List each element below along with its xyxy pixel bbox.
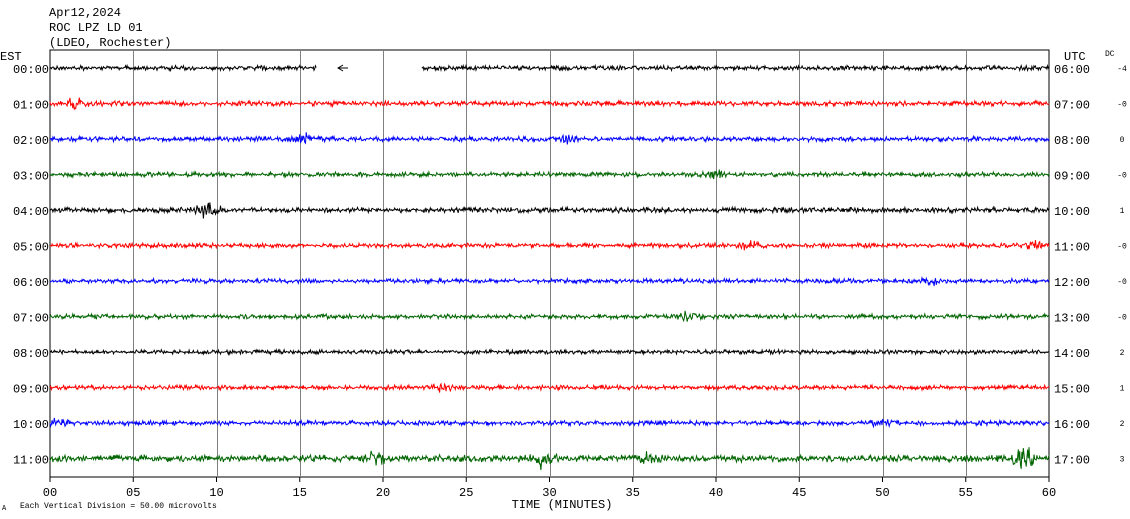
dc-label: DC <box>1105 50 1115 59</box>
row-dc-value: 3 <box>1120 456 1125 465</box>
x-tick-label: 30 <box>542 486 556 500</box>
trace-row <box>49 447 1050 471</box>
trace-row <box>49 310 1050 323</box>
x-tick-label: 25 <box>459 486 473 500</box>
row-label-est: 06:00 <box>13 276 49 290</box>
row-dc-value: 2 <box>1120 349 1125 358</box>
header-station: ROC LPZ LD 01 <box>49 21 143 35</box>
trace-row <box>49 63 1050 73</box>
scale-footer: Each Vertical Division = 50.00 microvolt… <box>20 502 217 511</box>
trace-row <box>49 347 1050 356</box>
row-label-utc: 16:00 <box>1054 418 1090 432</box>
row-label-est: 04:00 <box>13 205 49 219</box>
row-dc-value: -0 <box>1117 172 1127 181</box>
trace-row <box>49 202 1050 219</box>
trace-row <box>49 169 1050 180</box>
row-dc-value: -0 <box>1117 101 1127 110</box>
row-label-est: 10:00 <box>13 418 49 432</box>
traces <box>49 63 1050 471</box>
row-label-est: 05:00 <box>13 241 49 255</box>
row-dc-value: -4 <box>1117 65 1127 74</box>
row-label-utc: 08:00 <box>1054 134 1090 148</box>
row-label-est: 09:00 <box>13 383 49 397</box>
row-label-utc: 13:00 <box>1054 312 1090 326</box>
row-label-utc: 12:00 <box>1054 276 1090 290</box>
trace-row <box>49 97 1050 111</box>
row-label-utc: 15:00 <box>1054 383 1090 397</box>
trace-row <box>49 275 1050 287</box>
x-tick-label: 15 <box>293 486 307 500</box>
row-label-est: 02:00 <box>13 134 49 148</box>
trace-row <box>49 132 1050 145</box>
header-date: Apr12,2024 <box>49 6 121 20</box>
x-tick-label: 55 <box>959 486 973 500</box>
x-tick-label: 45 <box>792 486 806 500</box>
row-label-est: 11:00 <box>13 454 49 468</box>
row-label-utc: 14:00 <box>1054 347 1090 361</box>
row-label-utc: 09:00 <box>1054 170 1090 184</box>
left-timezone-label: EST <box>0 50 22 64</box>
x-tick-label: 00 <box>43 486 57 500</box>
trace-row <box>49 240 1050 251</box>
gap-arrow-icon <box>337 64 349 72</box>
x-axis-title: TIME (MINUTES) <box>512 498 613 512</box>
row-label-utc: 07:00 <box>1054 99 1090 113</box>
row-label-utc: 06:00 <box>1054 63 1090 77</box>
trace-row <box>49 382 1050 393</box>
plot-frame <box>49 49 1050 478</box>
row-label-utc: 17:00 <box>1054 454 1090 468</box>
row-label-est: 08:00 <box>13 347 49 361</box>
x-tick-label: 40 <box>709 486 723 500</box>
right-timezone-label: UTC <box>1064 50 1086 64</box>
row-dc-value: -0 <box>1117 243 1127 252</box>
row-dc-value: 0 <box>1120 136 1125 145</box>
x-tick-label: 05 <box>126 486 140 500</box>
header-network: (LDEO, Rochester) <box>49 36 171 50</box>
row-label-est: 00:00 <box>13 63 49 77</box>
trace-row <box>49 417 1050 429</box>
row-labels: 00:00 06:00 -4 01:00 07:00 -0 02:00 08:00 0 03:00… <box>13 63 1127 468</box>
row-dc-value: 1 <box>1120 207 1125 216</box>
x-tick-label: 60 <box>1042 486 1056 500</box>
row-label-est: 07:00 <box>13 312 49 326</box>
row-label-est: 03:00 <box>13 170 49 184</box>
row-dc-value: 2 <box>1120 420 1125 429</box>
x-tick-label: 35 <box>626 486 640 500</box>
row-dc-value: -0 <box>1117 314 1127 323</box>
row-dc-value: 1 <box>1120 385 1125 394</box>
grid <box>133 50 967 477</box>
x-tick-label: 50 <box>875 486 889 500</box>
x-axis: 00 05 10 15 20 25 30 35 40 45 50 55 60 <box>43 477 1056 500</box>
x-tick-label: 20 <box>376 486 390 500</box>
row-dc-value: -0 <box>1117 278 1127 287</box>
row-label-est: 01:00 <box>13 99 49 113</box>
footer-mark: A <box>2 505 7 513</box>
x-tick-label: 10 <box>209 486 223 500</box>
row-label-utc: 11:00 <box>1054 241 1090 255</box>
row-label-utc: 10:00 <box>1054 205 1090 219</box>
